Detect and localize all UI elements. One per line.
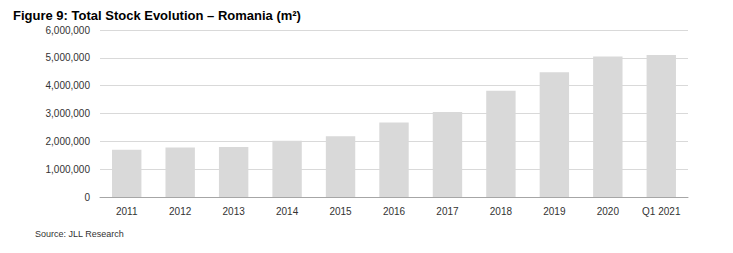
- svg-text:2020: 2020: [597, 206, 620, 217]
- svg-text:5,000,000: 5,000,000: [46, 52, 91, 63]
- svg-text:2014: 2014: [276, 206, 299, 217]
- svg-text:2019: 2019: [543, 206, 566, 217]
- svg-text:Q1 2021: Q1 2021: [642, 206, 681, 217]
- svg-text:Figure 9: Total Stock Evolutio: Figure 9: Total Stock Evolution – Romani…: [13, 8, 301, 23]
- svg-text:Source: JLL Research: Source: JLL Research: [35, 229, 124, 239]
- svg-text:2015: 2015: [329, 206, 352, 217]
- svg-text:2,000,000: 2,000,000: [46, 136, 91, 147]
- svg-text:2013: 2013: [223, 206, 246, 217]
- svg-text:6,000,000: 6,000,000: [46, 25, 91, 36]
- svg-text:2016: 2016: [383, 206, 406, 217]
- svg-text:0: 0: [84, 192, 90, 203]
- svg-text:3,000,000: 3,000,000: [46, 108, 91, 119]
- svg-text:2018: 2018: [490, 206, 513, 217]
- svg-text:2017: 2017: [436, 206, 459, 217]
- svg-text:2012: 2012: [169, 206, 192, 217]
- svg-text:4,000,000: 4,000,000: [46, 80, 91, 91]
- svg-text:2011: 2011: [116, 206, 138, 217]
- svg-text:1,000,000: 1,000,000: [46, 164, 91, 175]
